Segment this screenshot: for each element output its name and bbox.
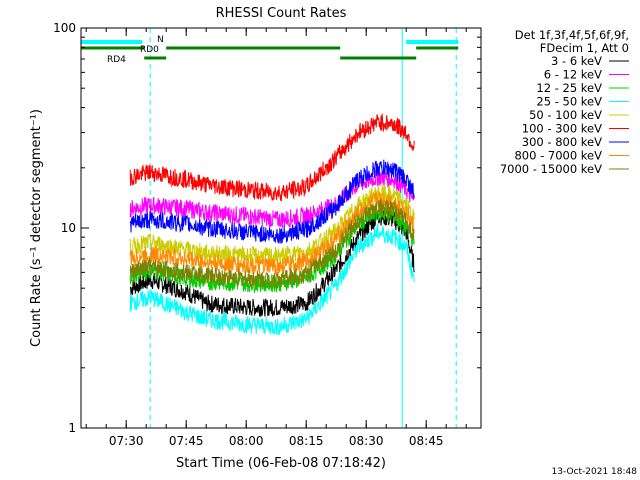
state-label-rd4: RD4 xyxy=(107,55,126,65)
axes: 07:30 07:45 08:00 08:15 08:30 08:45 1 10 100 xyxy=(53,21,482,448)
series-lines xyxy=(129,113,415,336)
legend-header-2: FDecim 1, Att 0 xyxy=(540,41,629,55)
x-tick-label-6: 08:45 xyxy=(409,434,444,448)
x-tick-label-5: 08:30 xyxy=(349,434,384,448)
legend-label-6: 100 - 300 keV xyxy=(522,122,602,136)
legend-label-4: 25 - 50 keV xyxy=(536,95,602,109)
y-tick-label-2: 10 xyxy=(61,221,76,235)
y-axis-label: Count Rate (s⁻¹ detector segment⁻¹) xyxy=(29,109,44,347)
y-tick-label-1: 1 xyxy=(68,421,76,435)
state-label-rd0: RD0 xyxy=(140,45,159,55)
x-tick-label-1: 07:30 xyxy=(109,434,144,448)
legend-label-5: 50 - 100 keV xyxy=(529,108,602,122)
x-tick-label-2: 07:45 xyxy=(169,434,204,448)
legend-label-9: 7000 - 15000 keV xyxy=(500,162,602,176)
x-tick-label-4: 08:15 xyxy=(289,434,324,448)
series-line-9 xyxy=(129,198,415,289)
footer-timestamp: 13-Oct-2021 18:48 xyxy=(552,467,638,477)
legend-label-2: 6 - 12 keV xyxy=(544,68,602,82)
legend-header-1: Det 1f,3f,4f,5f,6f,9f, xyxy=(515,28,629,42)
legend: Det 1f,3f,4f,5f,6f,9f,FDecim 1, Att 03 -… xyxy=(500,28,629,176)
series-line-1 xyxy=(129,208,415,317)
legend-label-3: 12 - 25 keV xyxy=(536,81,602,95)
state-label-n: N xyxy=(157,35,164,45)
x-tick-label-3: 08:00 xyxy=(229,434,264,448)
series-line-2 xyxy=(129,168,415,228)
legend-label-7: 300 - 800 keV xyxy=(522,135,602,149)
series-line-6 xyxy=(129,113,415,202)
y-tick-label-3: 100 xyxy=(53,21,76,35)
series-line-7 xyxy=(129,159,415,244)
x-axis-label: Start Time (06-Feb-08 07:18:42) xyxy=(176,456,386,471)
series-line-4 xyxy=(129,222,415,336)
chart-title: RHESSI Count Rates xyxy=(216,6,347,21)
legend-label-8: 800 - 7000 keV xyxy=(514,149,602,163)
legend-label-1: 3 - 6 keV xyxy=(551,54,602,68)
